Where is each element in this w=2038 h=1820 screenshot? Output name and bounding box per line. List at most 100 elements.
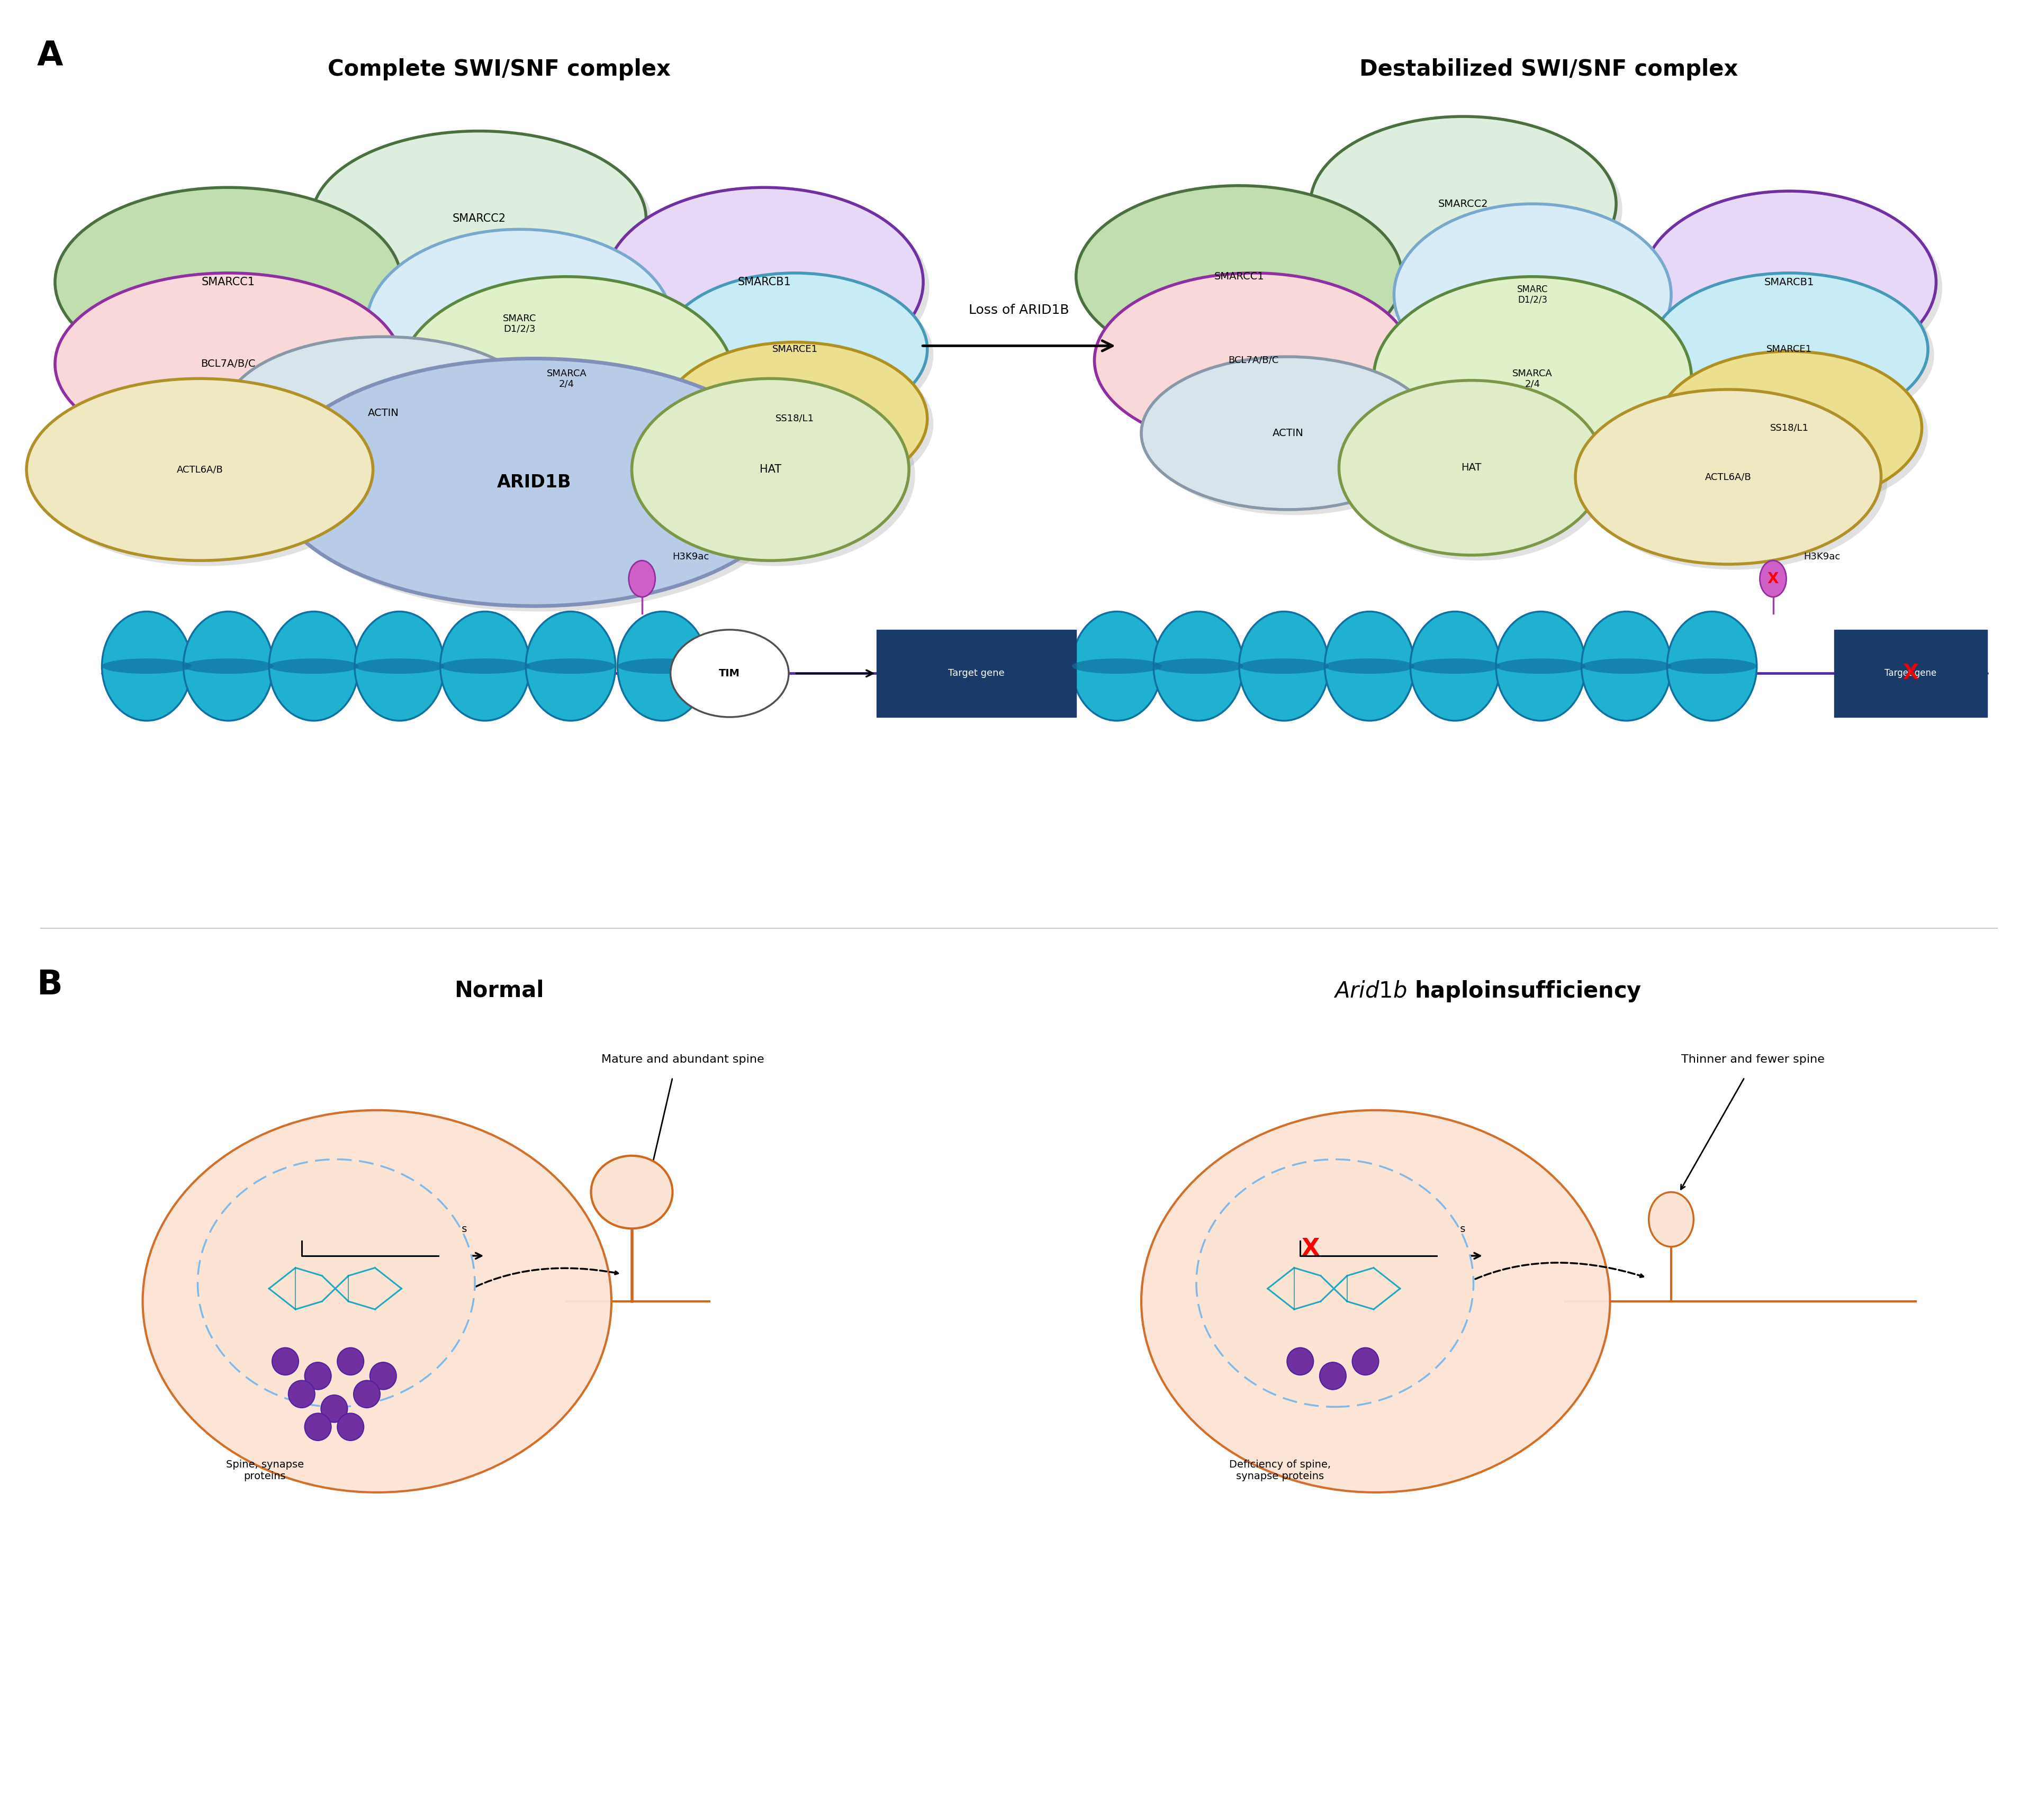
Ellipse shape xyxy=(336,1412,363,1441)
Ellipse shape xyxy=(1321,1361,1347,1390)
Text: SMARC
D1/2/3: SMARC D1/2/3 xyxy=(503,315,536,333)
Ellipse shape xyxy=(1410,612,1500,721)
Text: ACTL6A/B: ACTL6A/B xyxy=(177,464,222,475)
Ellipse shape xyxy=(618,659,707,673)
Ellipse shape xyxy=(1141,1110,1610,1492)
Ellipse shape xyxy=(440,612,530,721)
Text: SMARCC2: SMARCC2 xyxy=(452,213,505,224)
Ellipse shape xyxy=(1400,209,1677,391)
Ellipse shape xyxy=(1072,659,1162,673)
Ellipse shape xyxy=(1353,1347,1378,1376)
Text: SMARCB1: SMARCB1 xyxy=(1765,277,1814,288)
Ellipse shape xyxy=(1496,659,1586,673)
Ellipse shape xyxy=(1374,277,1692,480)
Ellipse shape xyxy=(526,659,615,673)
Ellipse shape xyxy=(638,384,915,566)
Ellipse shape xyxy=(1667,612,1757,721)
Text: SMARC
D1/2/3: SMARC D1/2/3 xyxy=(1516,286,1549,304)
Text: Deficiency of spine,
synapse proteins: Deficiency of spine, synapse proteins xyxy=(1229,1460,1331,1481)
Text: SMARCB1: SMARCB1 xyxy=(738,277,791,288)
Ellipse shape xyxy=(1651,273,1928,426)
Text: SMARCA
2/4: SMARCA 2/4 xyxy=(546,369,587,388)
Ellipse shape xyxy=(591,1156,673,1228)
Text: Thinner and fewer spine: Thinner and fewer spine xyxy=(1681,1054,1824,1065)
Ellipse shape xyxy=(399,277,734,480)
Ellipse shape xyxy=(1288,1347,1315,1376)
Ellipse shape xyxy=(198,1159,475,1407)
Text: $\it{Arid1b}$ haploinsufficiency: $\it{Arid1b}$ haploinsufficiency xyxy=(1333,979,1643,1003)
Ellipse shape xyxy=(1657,351,1922,504)
Text: X: X xyxy=(1302,1238,1319,1259)
Ellipse shape xyxy=(183,659,273,673)
Text: SMARCE1: SMARCE1 xyxy=(1767,344,1812,355)
Ellipse shape xyxy=(367,229,673,419)
Text: ACTIN: ACTIN xyxy=(1272,428,1304,439)
Ellipse shape xyxy=(1154,612,1243,721)
Ellipse shape xyxy=(526,612,615,721)
Ellipse shape xyxy=(662,342,927,495)
Ellipse shape xyxy=(1496,612,1586,721)
Ellipse shape xyxy=(269,612,359,721)
Ellipse shape xyxy=(1154,659,1243,673)
Ellipse shape xyxy=(61,193,408,382)
Text: Mature and abundant spine: Mature and abundant spine xyxy=(601,1054,764,1065)
Ellipse shape xyxy=(312,131,646,306)
Ellipse shape xyxy=(306,1361,330,1390)
Text: ACTIN: ACTIN xyxy=(367,408,399,419)
Ellipse shape xyxy=(1101,278,1418,453)
Ellipse shape xyxy=(1657,278,1934,431)
Ellipse shape xyxy=(1380,282,1698,486)
Text: X: X xyxy=(1767,571,1779,586)
Text: TIM: TIM xyxy=(719,668,740,679)
Ellipse shape xyxy=(1141,357,1435,510)
Ellipse shape xyxy=(1082,191,1408,373)
Ellipse shape xyxy=(289,1380,314,1409)
Ellipse shape xyxy=(1345,386,1610,561)
Text: Loss of ARID1B: Loss of ARID1B xyxy=(968,304,1070,317)
Ellipse shape xyxy=(1581,612,1671,721)
Text: SMARCE1: SMARCE1 xyxy=(772,344,817,355)
Ellipse shape xyxy=(26,379,373,561)
Text: SS18/L1: SS18/L1 xyxy=(776,413,813,424)
Ellipse shape xyxy=(1643,191,1936,373)
Ellipse shape xyxy=(1581,395,1887,570)
Text: SMARCA
2/4: SMARCA 2/4 xyxy=(1512,369,1553,388)
Ellipse shape xyxy=(1394,204,1671,386)
Ellipse shape xyxy=(318,137,652,311)
Ellipse shape xyxy=(273,359,795,606)
Ellipse shape xyxy=(440,659,530,673)
Text: A: A xyxy=(37,40,63,73)
FancyBboxPatch shape xyxy=(1834,630,1987,717)
Text: H3K9ac: H3K9ac xyxy=(1804,551,1840,562)
Ellipse shape xyxy=(1667,659,1757,673)
Text: BCL7A/B/C: BCL7A/B/C xyxy=(202,359,255,369)
Ellipse shape xyxy=(1325,659,1414,673)
Ellipse shape xyxy=(628,561,656,597)
Ellipse shape xyxy=(1239,612,1329,721)
Ellipse shape xyxy=(1410,659,1500,673)
Ellipse shape xyxy=(102,612,192,721)
Ellipse shape xyxy=(230,342,548,495)
Text: X: X xyxy=(1903,662,1918,684)
Ellipse shape xyxy=(355,1380,379,1409)
Ellipse shape xyxy=(1581,659,1671,673)
Text: H3K9ac: H3K9ac xyxy=(673,551,709,562)
Ellipse shape xyxy=(1147,362,1441,515)
Text: Destabilized SWI/SNF complex: Destabilized SWI/SNF complex xyxy=(1359,58,1738,80)
Text: SMARCC1: SMARCC1 xyxy=(202,277,255,288)
Text: mRNAs: mRNAs xyxy=(1429,1223,1465,1234)
Ellipse shape xyxy=(269,659,359,673)
Ellipse shape xyxy=(632,379,909,561)
Text: SMARCC1: SMARCC1 xyxy=(1215,271,1264,282)
Text: BCL7A/B/C: BCL7A/B/C xyxy=(1229,355,1278,366)
Ellipse shape xyxy=(1759,561,1785,597)
Ellipse shape xyxy=(406,282,740,486)
Ellipse shape xyxy=(143,1110,611,1492)
Ellipse shape xyxy=(306,1412,330,1441)
Ellipse shape xyxy=(1663,357,1928,510)
Text: HAT: HAT xyxy=(760,464,781,475)
Ellipse shape xyxy=(1072,612,1162,721)
Ellipse shape xyxy=(1196,1159,1473,1407)
Ellipse shape xyxy=(279,364,801,612)
Ellipse shape xyxy=(55,187,401,377)
